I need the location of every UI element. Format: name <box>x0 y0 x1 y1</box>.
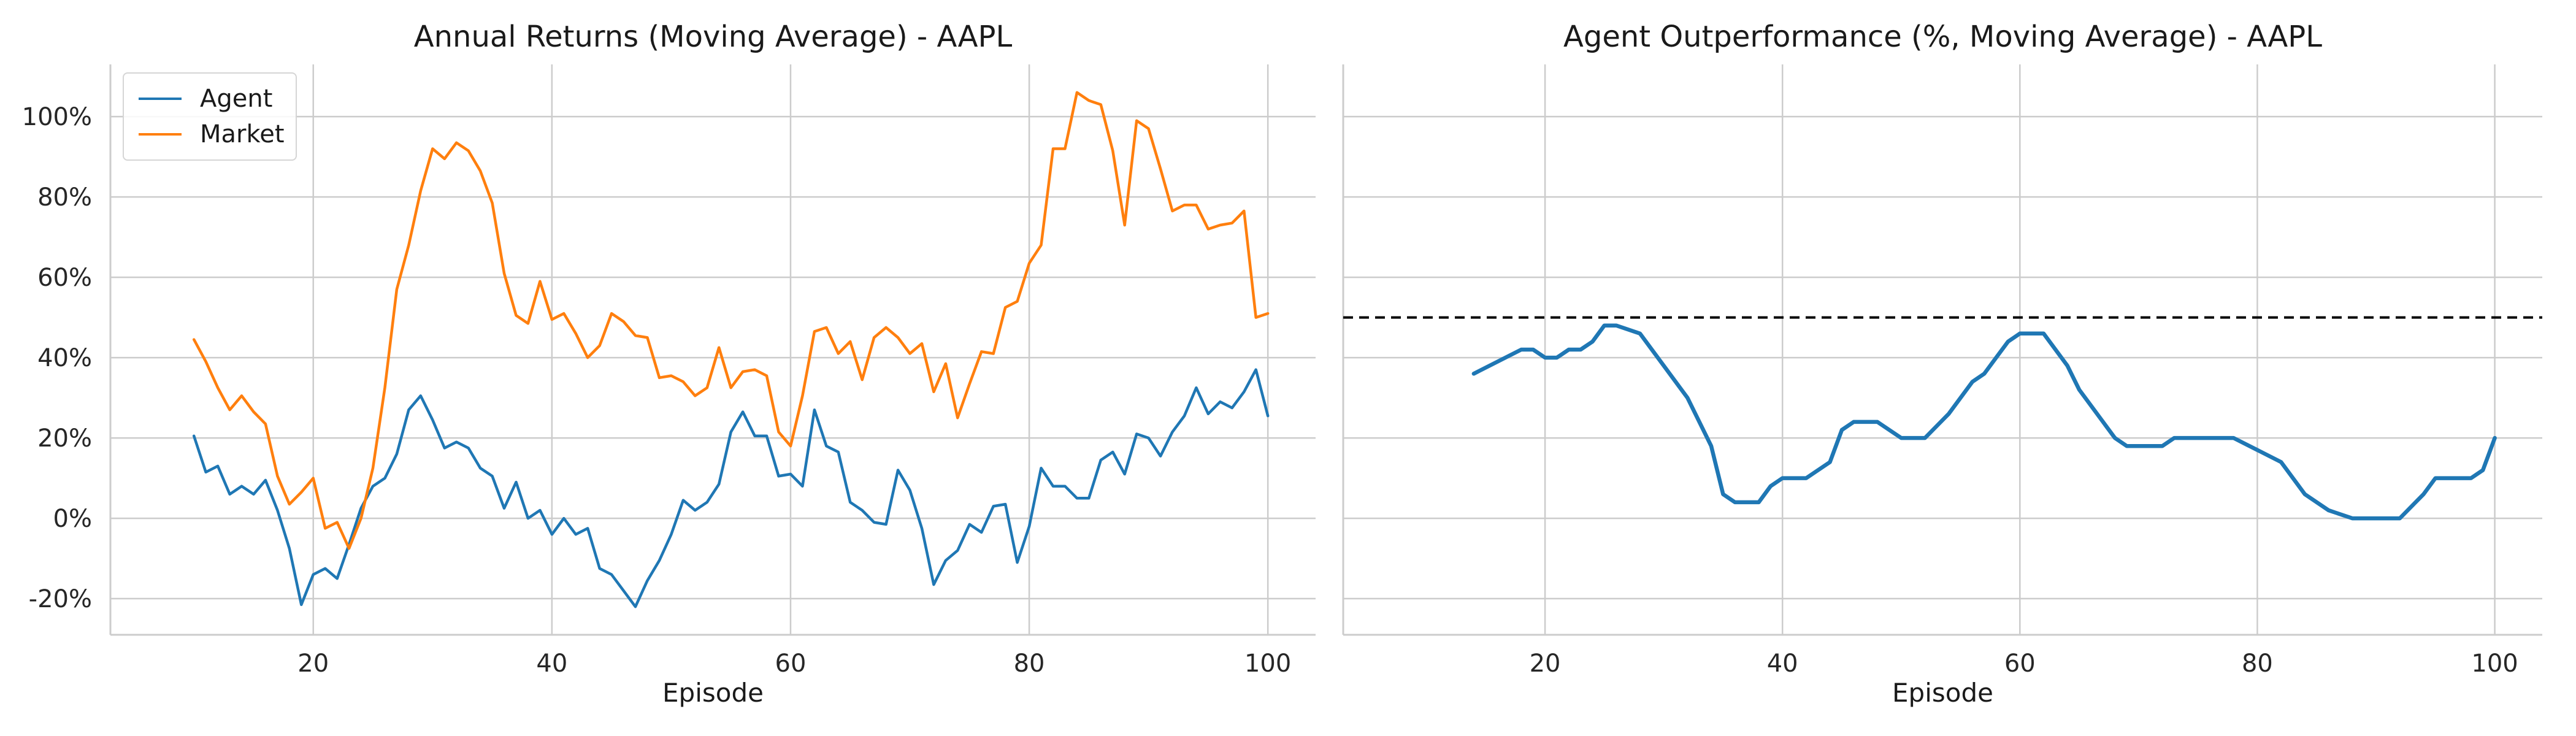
legend-swatch-market <box>139 133 182 136</box>
x-tick-label-right: 100 <box>2471 650 2518 678</box>
legend-item-agent: Agent <box>139 83 272 114</box>
series-line-agent-left <box>192 368 1270 608</box>
y-tick-label-left: -20% <box>29 585 92 613</box>
x-axis-label-left: Episode <box>662 678 764 708</box>
series-line-market-left <box>192 91 1270 550</box>
y-tick-label-left: 20% <box>37 424 92 453</box>
series-line-outperformance-right <box>1471 323 2497 521</box>
chart-title-left: Annual Returns (Moving Average) - AAPL <box>413 20 1013 54</box>
y-tick-label-left: 80% <box>37 183 92 212</box>
legend: Agent Market <box>123 72 297 161</box>
x-tick-label-left: 80 <box>1014 650 1045 678</box>
y-tick-label-left: 60% <box>37 264 92 292</box>
y-tick-label-left: 0% <box>53 505 92 533</box>
x-tick-label-left: 100 <box>1244 650 1291 678</box>
legend-item-market: Market <box>139 119 285 150</box>
x-tick-label-left: 60 <box>775 650 807 678</box>
x-tick-label-right: 60 <box>2004 650 2036 678</box>
x-tick-label-left: 40 <box>536 650 567 678</box>
x-tick-label-right: 40 <box>1767 650 1798 678</box>
x-tick-label-right: 80 <box>2242 650 2273 678</box>
chart-title-right: Agent Outperformance (%, Moving Average)… <box>1563 20 2322 54</box>
y-tick-label-left: 40% <box>37 344 92 372</box>
x-tick-label-left: 20 <box>297 650 329 678</box>
y-tick-label-left: 100% <box>22 103 92 131</box>
legend-swatch-agent <box>139 98 182 100</box>
legend-label-agent: Agent <box>200 85 273 113</box>
x-axis-label-right: Episode <box>1892 678 1993 708</box>
x-tick-label-right: 20 <box>1530 650 1561 678</box>
legend-label-market: Market <box>200 120 285 148</box>
